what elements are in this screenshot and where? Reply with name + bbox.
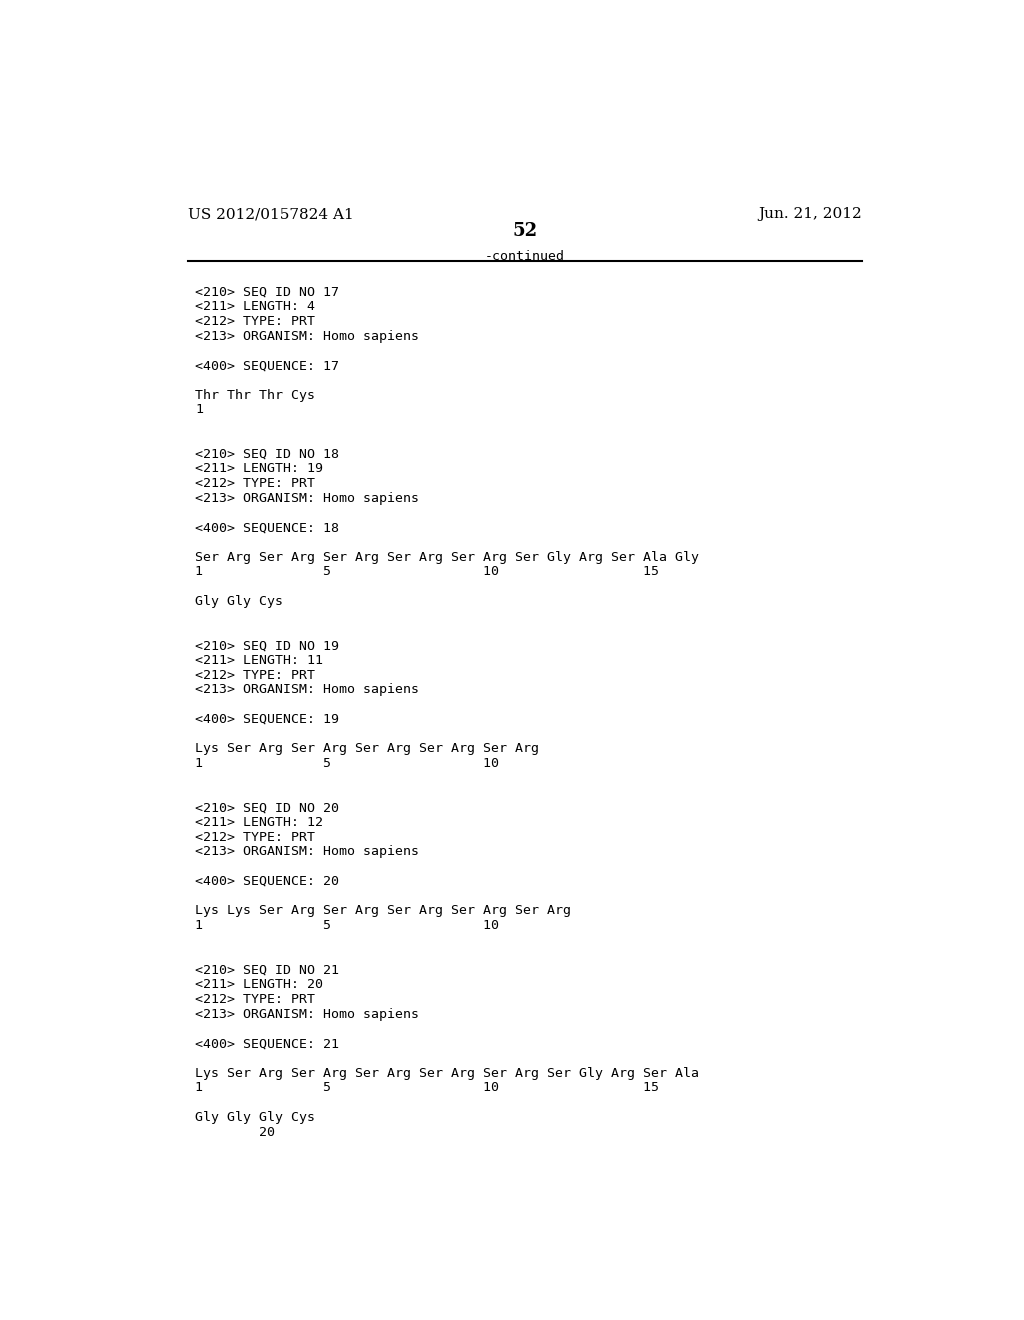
Text: <212> TYPE: PRT: <212> TYPE: PRT [196,477,315,490]
Text: <213> ORGANISM: Homo sapiens: <213> ORGANISM: Homo sapiens [196,1007,420,1020]
Text: Ser Arg Ser Arg Ser Arg Ser Arg Ser Arg Ser Gly Arg Ser Ala Gly: Ser Arg Ser Arg Ser Arg Ser Arg Ser Arg … [196,550,699,564]
Text: <400> SEQUENCE: 21: <400> SEQUENCE: 21 [196,1038,340,1051]
Text: Thr Thr Thr Cys: Thr Thr Thr Cys [196,388,315,401]
Text: 1               5                   10: 1 5 10 [196,919,500,932]
Text: Gly Gly Gly Cys: Gly Gly Gly Cys [196,1110,315,1123]
Text: <212> TYPE: PRT: <212> TYPE: PRT [196,993,315,1006]
Text: <213> ORGANISM: Homo sapiens: <213> ORGANISM: Homo sapiens [196,684,420,697]
Text: <211> LENGTH: 20: <211> LENGTH: 20 [196,978,324,991]
Text: <213> ORGANISM: Homo sapiens: <213> ORGANISM: Homo sapiens [196,330,420,343]
Text: <210> SEQ ID NO 21: <210> SEQ ID NO 21 [196,964,340,977]
Text: <400> SEQUENCE: 17: <400> SEQUENCE: 17 [196,359,340,372]
Text: 1               5                   10                  15: 1 5 10 15 [196,565,659,578]
Text: 1: 1 [196,404,204,416]
Text: Lys Ser Arg Ser Arg Ser Arg Ser Arg Ser Arg Ser Gly Arg Ser Ala: Lys Ser Arg Ser Arg Ser Arg Ser Arg Ser … [196,1067,699,1080]
Text: <400> SEQUENCE: 18: <400> SEQUENCE: 18 [196,521,340,535]
Text: 20: 20 [196,1126,275,1139]
Text: Lys Lys Ser Arg Ser Arg Ser Arg Ser Arg Ser Arg: Lys Lys Ser Arg Ser Arg Ser Arg Ser Arg … [196,904,571,917]
Text: <213> ORGANISM: Homo sapiens: <213> ORGANISM: Homo sapiens [196,846,420,858]
Text: <400> SEQUENCE: 20: <400> SEQUENCE: 20 [196,875,340,888]
Text: <211> LENGTH: 19: <211> LENGTH: 19 [196,462,324,475]
Text: 1               5                   10                  15: 1 5 10 15 [196,1081,659,1094]
Text: -continued: -continued [484,249,565,263]
Text: 1               5                   10: 1 5 10 [196,758,500,770]
Text: <211> LENGTH: 11: <211> LENGTH: 11 [196,653,324,667]
Text: <212> TYPE: PRT: <212> TYPE: PRT [196,315,315,327]
Text: <210> SEQ ID NO 20: <210> SEQ ID NO 20 [196,801,340,814]
Text: US 2012/0157824 A1: US 2012/0157824 A1 [187,207,353,222]
Text: <210> SEQ ID NO 17: <210> SEQ ID NO 17 [196,285,340,298]
Text: <213> ORGANISM: Homo sapiens: <213> ORGANISM: Homo sapiens [196,492,420,504]
Text: <210> SEQ ID NO 19: <210> SEQ ID NO 19 [196,639,340,652]
Text: <212> TYPE: PRT: <212> TYPE: PRT [196,830,315,843]
Text: 52: 52 [512,223,538,240]
Text: Gly Gly Cys: Gly Gly Cys [196,595,284,609]
Text: Jun. 21, 2012: Jun. 21, 2012 [759,207,862,222]
Text: <400> SEQUENCE: 19: <400> SEQUENCE: 19 [196,713,340,726]
Text: <211> LENGTH: 4: <211> LENGTH: 4 [196,300,315,313]
Text: <210> SEQ ID NO 18: <210> SEQ ID NO 18 [196,447,340,461]
Text: <211> LENGTH: 12: <211> LENGTH: 12 [196,816,324,829]
Text: Lys Ser Arg Ser Arg Ser Arg Ser Arg Ser Arg: Lys Ser Arg Ser Arg Ser Arg Ser Arg Ser … [196,742,540,755]
Text: <212> TYPE: PRT: <212> TYPE: PRT [196,669,315,681]
